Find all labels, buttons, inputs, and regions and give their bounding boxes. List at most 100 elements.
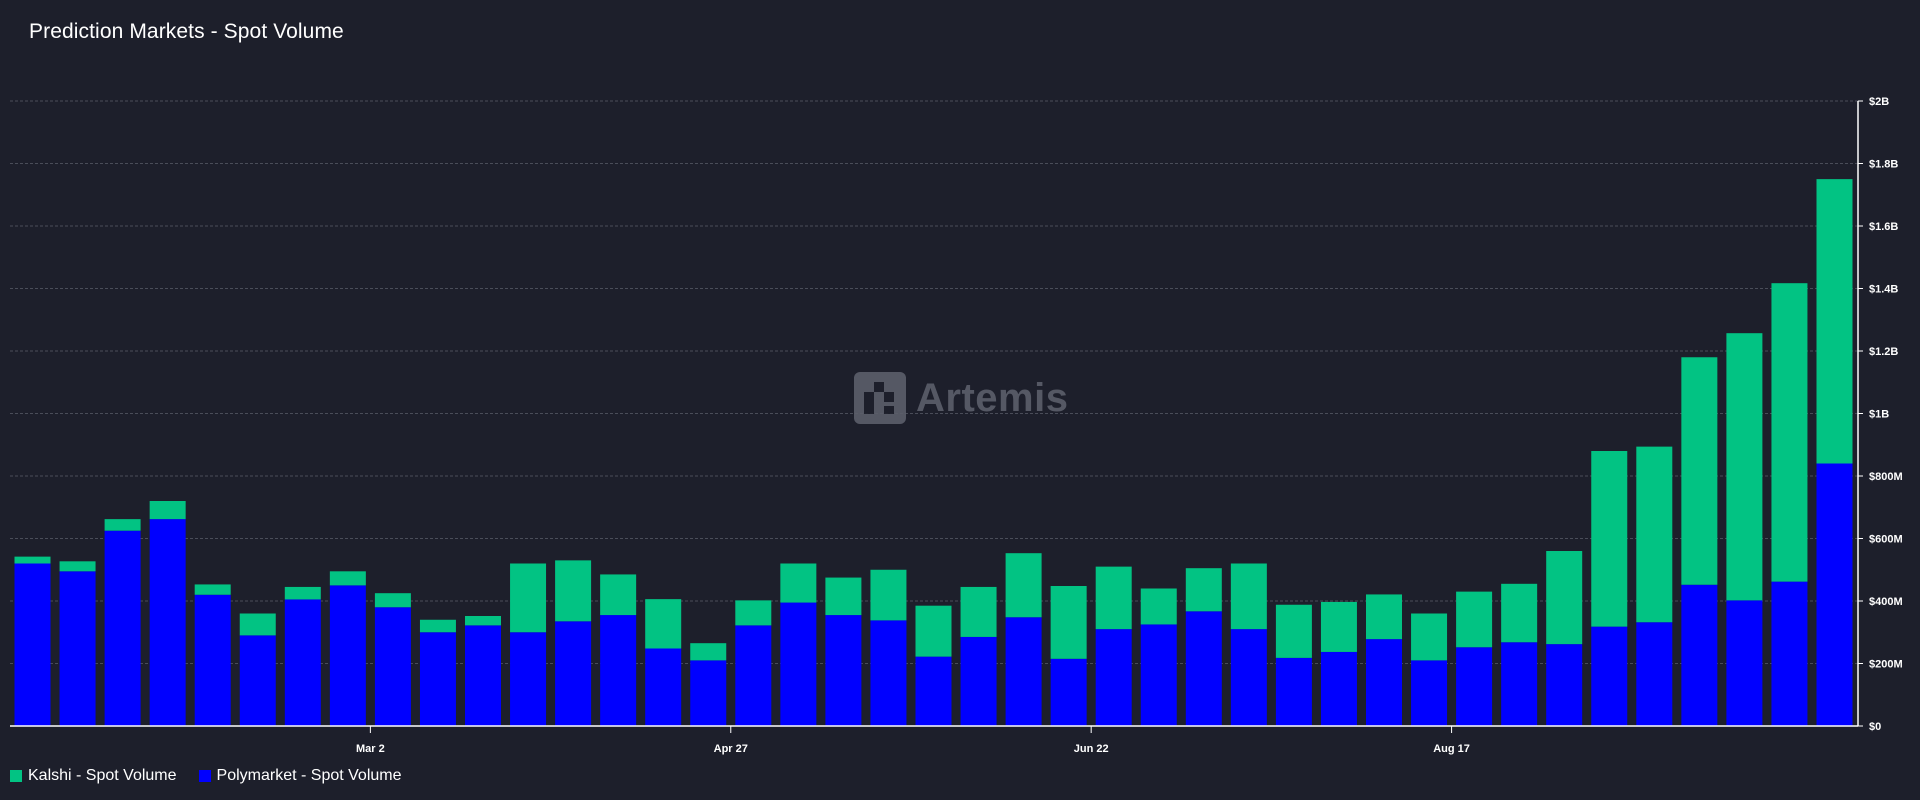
bar-polymarket[interactable]	[1591, 626, 1628, 726]
bar-kalshi[interactable]	[1411, 613, 1448, 661]
bar-polymarket[interactable]	[104, 530, 141, 726]
bar-kalshi[interactable]	[825, 577, 862, 616]
bar-polymarket[interactable]	[600, 615, 637, 726]
bar-kalshi[interactable]	[1275, 604, 1312, 658]
bar-kalshi[interactable]	[104, 519, 141, 531]
x-tick-label: Aug 17	[1433, 743, 1470, 755]
bar-polymarket[interactable]	[1726, 600, 1763, 726]
bar-kalshi[interactable]	[645, 599, 682, 649]
bar-polymarket[interactable]	[329, 585, 366, 726]
y-tick-label: $1.6B	[1869, 221, 1898, 233]
bar-polymarket[interactable]	[1546, 644, 1583, 726]
y-tick-label: $1.4B	[1869, 284, 1898, 296]
bar-kalshi[interactable]	[239, 613, 276, 636]
bar-kalshi[interactable]	[600, 574, 637, 616]
bar-kalshi[interactable]	[1050, 586, 1087, 659]
bar-polymarket[interactable]	[1681, 584, 1718, 726]
bar-polymarket[interactable]	[149, 519, 186, 726]
bar-kalshi[interactable]	[1501, 583, 1538, 643]
bar-polymarket[interactable]	[1411, 660, 1448, 726]
bar-polymarket[interactable]	[510, 632, 547, 726]
bar-polymarket[interactable]	[825, 615, 862, 726]
bar-polymarket[interactable]	[239, 635, 276, 726]
bar-kalshi[interactable]	[419, 619, 456, 633]
bar-kalshi[interactable]	[1816, 179, 1853, 464]
bar-kalshi[interactable]	[1320, 601, 1357, 652]
bar-polymarket[interactable]	[1050, 658, 1087, 726]
bar-kalshi[interactable]	[1681, 357, 1718, 585]
bar-kalshi[interactable]	[1726, 333, 1763, 601]
legend: Kalshi - Spot Volume Polymarket - Spot V…	[10, 767, 424, 785]
bar-kalshi[interactable]	[870, 569, 907, 621]
bar-polymarket[interactable]	[374, 607, 411, 726]
bar-polymarket[interactable]	[1501, 642, 1538, 726]
y-tick-label: $0	[1869, 721, 1881, 733]
x-tick-label: Apr 27	[714, 743, 748, 755]
bar-polymarket[interactable]	[465, 625, 501, 726]
bar-polymarket[interactable]	[1230, 629, 1267, 726]
bar-kalshi[interactable]	[735, 600, 772, 626]
bar-kalshi[interactable]	[915, 605, 952, 657]
legend-swatch-polymarket	[198, 770, 211, 782]
bar-polymarket[interactable]	[780, 602, 817, 726]
bar-kalshi[interactable]	[1140, 588, 1177, 625]
watermark-text: Artemis	[916, 375, 1069, 420]
bar-polymarket[interactable]	[1771, 581, 1808, 726]
bar-kalshi[interactable]	[960, 586, 997, 637]
bar-kalshi[interactable]	[59, 561, 96, 572]
bar-polymarket[interactable]	[1636, 622, 1673, 726]
bar-polymarket[interactable]	[194, 594, 231, 726]
bar-kalshi[interactable]	[690, 643, 727, 661]
y-tick-label: $400M	[1869, 596, 1903, 608]
bar-kalshi[interactable]	[1230, 563, 1267, 630]
bar-kalshi[interactable]	[465, 616, 501, 626]
bar-kalshi[interactable]	[14, 556, 51, 564]
bar-polymarket[interactable]	[284, 599, 321, 726]
bar-polymarket[interactable]	[1275, 657, 1312, 726]
bar-polymarket[interactable]	[1140, 624, 1177, 726]
bar-polymarket[interactable]	[14, 563, 51, 727]
bar-kalshi[interactable]	[555, 560, 592, 622]
bar-polymarket[interactable]	[555, 621, 592, 726]
bar-kalshi[interactable]	[374, 593, 411, 608]
bar-polymarket[interactable]	[1095, 629, 1132, 726]
bar-polymarket[interactable]	[645, 648, 682, 727]
bar-polymarket[interactable]	[690, 660, 727, 726]
bar-kalshi[interactable]	[1771, 283, 1808, 582]
legend-label-kalshi: Kalshi - Spot Volume	[28, 767, 177, 784]
bar-kalshi[interactable]	[194, 584, 231, 595]
bar-kalshi[interactable]	[510, 563, 547, 633]
bar-kalshi[interactable]	[1456, 591, 1493, 648]
x-tick-label: Jun 22	[1074, 743, 1109, 755]
bar-polymarket[interactable]	[960, 636, 997, 726]
y-tick-label: $600M	[1869, 534, 1903, 546]
bar-polymarket[interactable]	[1185, 611, 1222, 726]
y-tick-label: $1.8B	[1869, 159, 1898, 171]
bar-kalshi[interactable]	[780, 563, 817, 603]
bar-polymarket[interactable]	[1456, 647, 1493, 726]
watermark: Artemis	[854, 372, 1068, 424]
bar-kalshi[interactable]	[1366, 594, 1402, 640]
bar-kalshi[interactable]	[284, 586, 321, 600]
bar-polymarket[interactable]	[915, 656, 952, 726]
bar-polymarket[interactable]	[1366, 639, 1402, 726]
legend-item-polymarket[interactable]: Polymarket - Spot Volume	[198, 767, 402, 785]
bar-kalshi[interactable]	[1636, 446, 1673, 623]
bar-kalshi[interactable]	[1095, 566, 1132, 630]
bar-polymarket[interactable]	[419, 632, 456, 726]
bar-polymarket[interactable]	[870, 620, 907, 726]
bar-kalshi[interactable]	[149, 501, 186, 520]
bar-kalshi[interactable]	[329, 571, 366, 586]
bar-kalshi[interactable]	[1591, 451, 1628, 627]
bar-polymarket[interactable]	[1816, 463, 1853, 727]
bar-kalshi[interactable]	[1005, 553, 1042, 618]
legend-item-kalshi[interactable]: Kalshi - Spot Volume	[10, 767, 177, 785]
bar-kalshi[interactable]	[1546, 551, 1583, 645]
chart-title: Prediction Markets - Spot Volume	[29, 20, 344, 43]
bar-polymarket[interactable]	[59, 571, 96, 726]
y-tick-label: $200M	[1869, 659, 1903, 671]
bar-polymarket[interactable]	[735, 625, 772, 726]
bar-kalshi[interactable]	[1185, 568, 1222, 612]
bar-polymarket[interactable]	[1320, 651, 1357, 726]
bar-polymarket[interactable]	[1005, 617, 1042, 726]
